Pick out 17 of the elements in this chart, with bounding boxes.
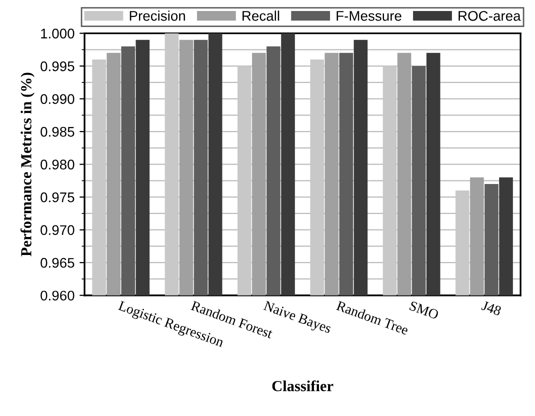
y-tick-label: 1.000 — [41, 28, 74, 38]
legend-label: Precision — [130, 10, 185, 21]
y-tick-label: 0.985 — [40, 126, 74, 137]
y-tick-label: 0.990 — [40, 94, 74, 104]
legend-label: Recall — [242, 10, 280, 21]
y-tick-label: 0.975 — [40, 192, 74, 202]
y-tick-label: 0.980 — [40, 160, 74, 170]
y-tick-label: 0.970 — [40, 225, 74, 236]
x-tick-label: SMO — [409, 300, 440, 320]
y-axis-title: Performance Metrics in (%) — [20, 72, 34, 256]
legend-label: ROC-area — [458, 10, 521, 21]
y-tick-label: 0.965 — [40, 258, 74, 268]
x-tick-label: J48 — [481, 300, 502, 316]
y-tick-label: 0.960 — [40, 290, 74, 301]
x-axis-title: Classifier — [272, 380, 334, 392]
y-tick-label: 0.995 — [40, 61, 74, 72]
legend-label: F-Messure — [336, 11, 402, 21]
